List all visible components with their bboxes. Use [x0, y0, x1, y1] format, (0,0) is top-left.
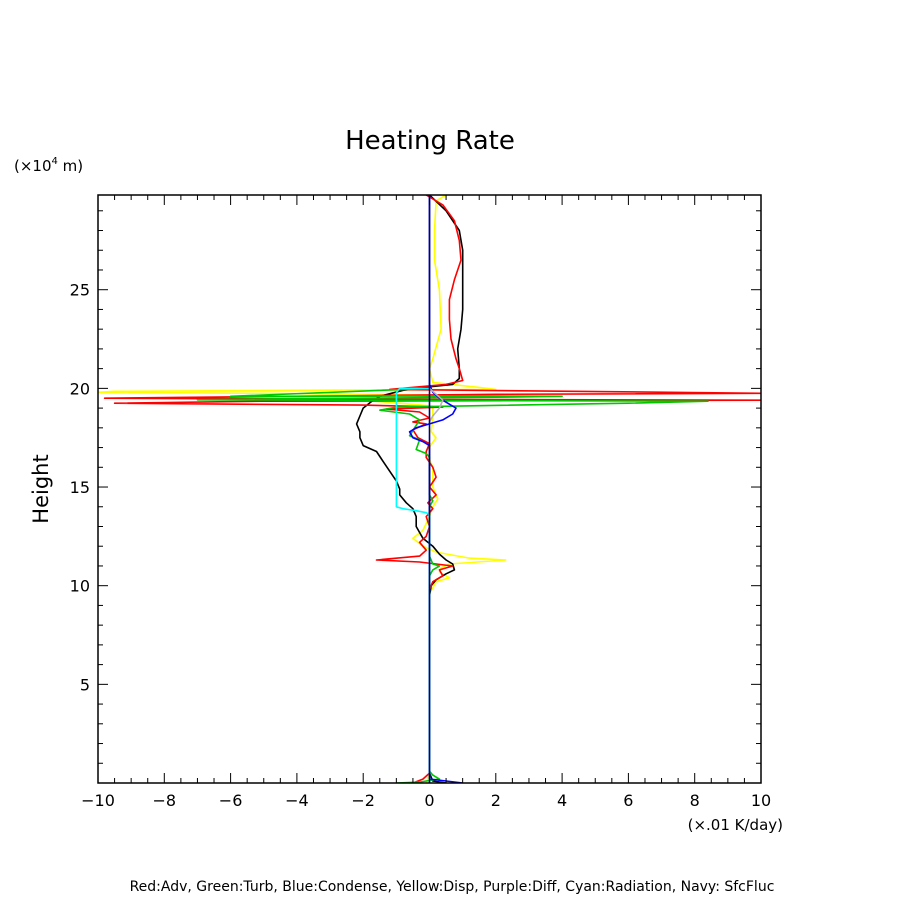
y-tick-label: 25 [70, 281, 90, 300]
x-tick-label: 10 [751, 791, 771, 810]
y-unit-suffix: m) [58, 157, 83, 175]
y-unit-exponent: 4 [52, 156, 58, 167]
x-tick-label: −2 [351, 791, 375, 810]
x-tick-label: 2 [491, 791, 501, 810]
x-tick-label: −4 [285, 791, 309, 810]
series-line-1 [355, 195, 464, 783]
series-line-4 [408, 195, 463, 783]
series-line-0 [98, 195, 507, 783]
y-tick-label: 20 [70, 379, 90, 398]
series-line-6 [428, 387, 444, 423]
y-axis-unit: (×104 m) [14, 156, 83, 175]
y-tick-label: 5 [80, 675, 90, 694]
x-tick-label: 8 [690, 791, 700, 810]
plot-frame [97, 194, 762, 784]
series-layer [98, 195, 761, 783]
x-tick-label: 6 [623, 791, 633, 810]
y-unit-prefix: (×10 [14, 157, 52, 175]
y-axis-label: Height [29, 454, 53, 523]
series-line-2 [103, 195, 761, 783]
chart-title: Heating Rate [345, 126, 515, 156]
series-line-5 [395, 387, 431, 783]
ticks-layer: −10 −8 −6 −4 −2 0 2 4 6 8 10 5 10 15 20 25 [70, 195, 771, 810]
x-axis-unit: (×.01 K/day) [688, 816, 783, 834]
x-tick-label: −6 [219, 791, 243, 810]
series-line-3 [196, 387, 709, 783]
y-tick-label: 15 [70, 478, 90, 497]
x-tick-label: −8 [153, 791, 177, 810]
x-tick-label: −10 [81, 791, 115, 810]
y-tick-label: 10 [70, 577, 90, 596]
legend-footer: Red:Adv, Green:Turb, Blue:Condense, Yell… [130, 879, 775, 895]
x-tick-label: 0 [424, 791, 434, 810]
x-tick-label: 4 [557, 791, 567, 810]
